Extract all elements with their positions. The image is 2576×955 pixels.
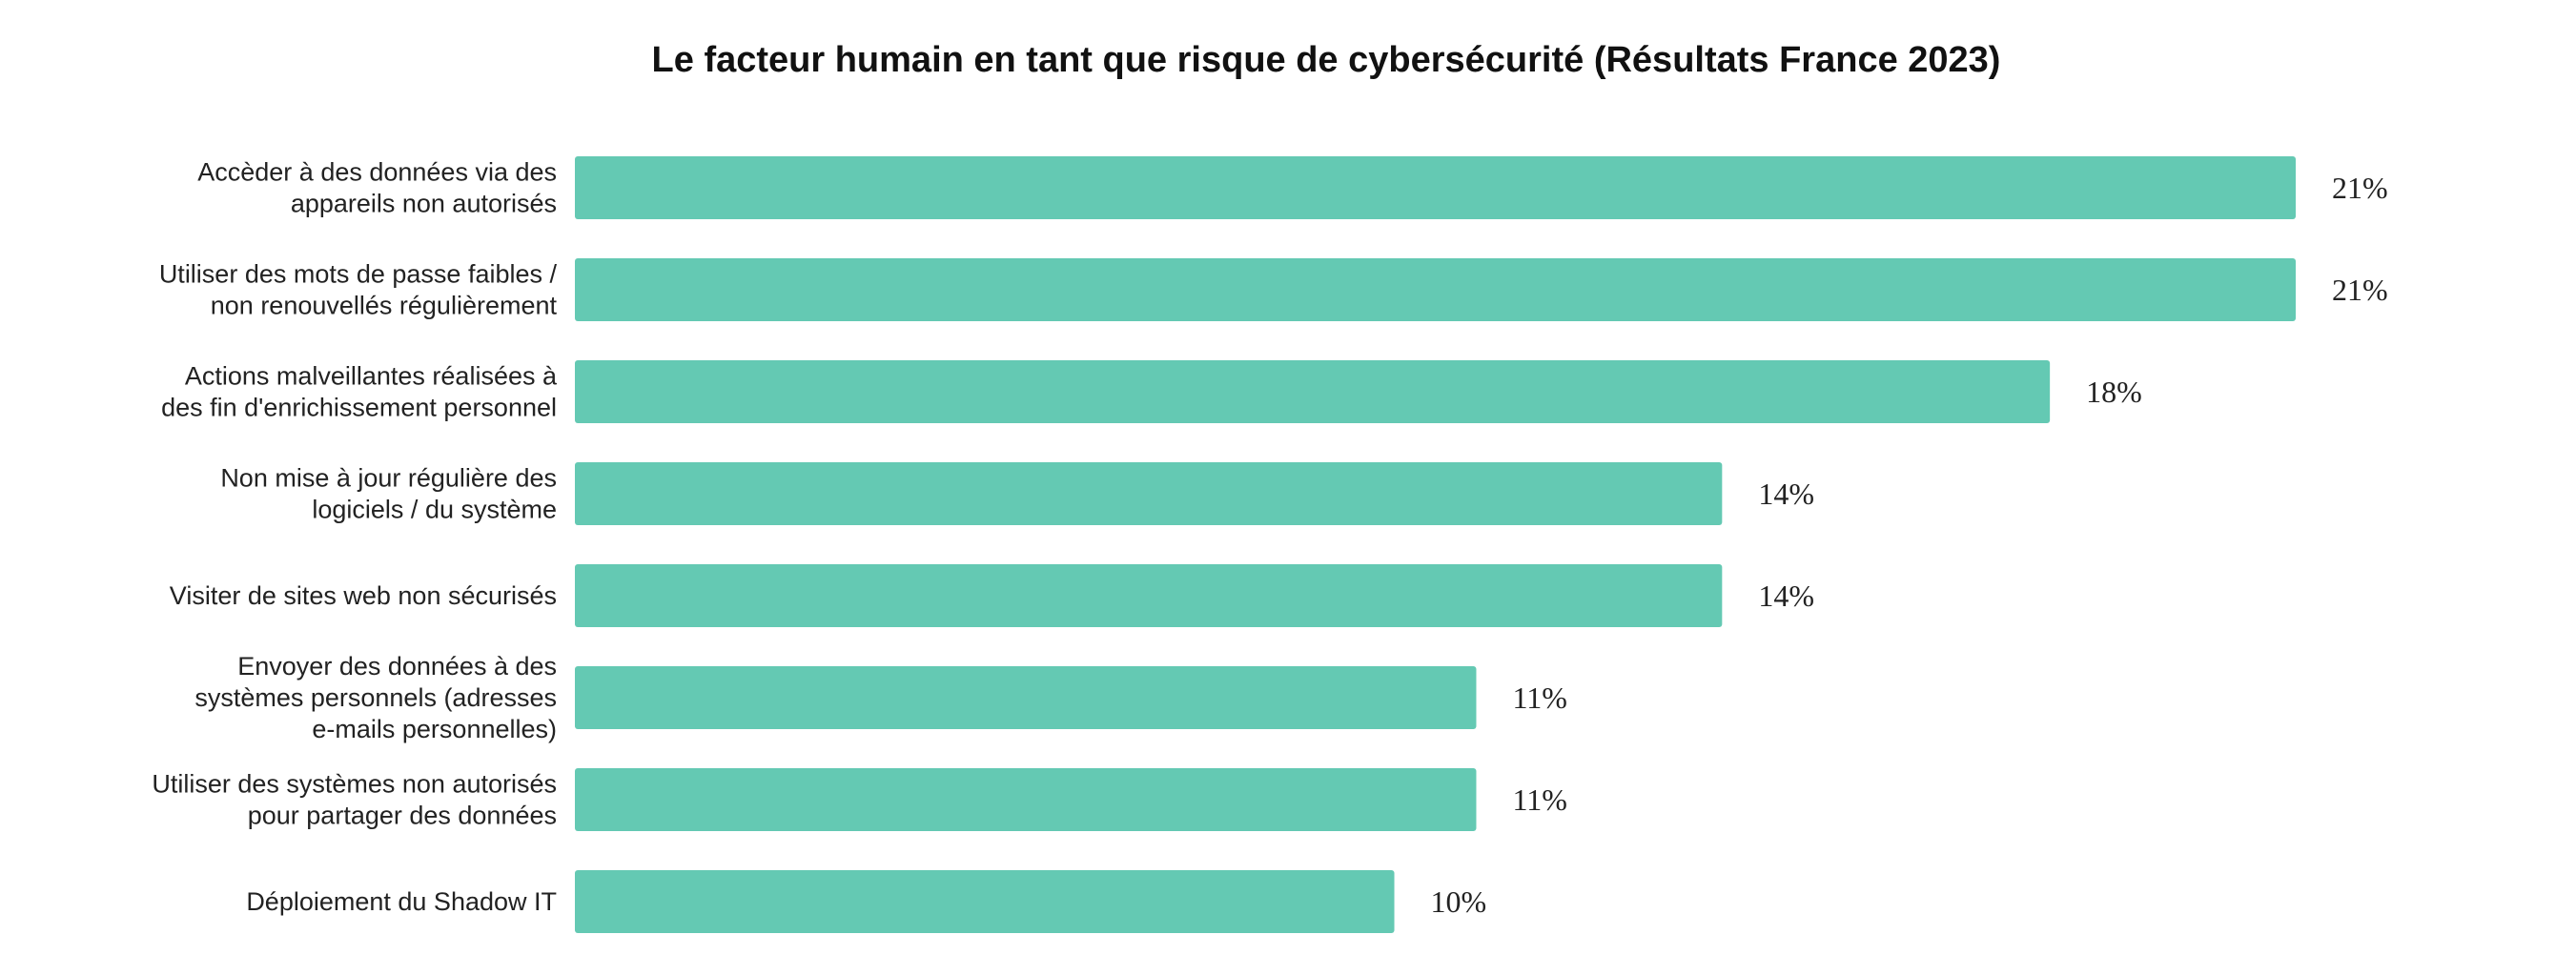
category-label: Actions malveillantes réalisées à des fin… bbox=[161, 362, 558, 422]
value-label: 10% bbox=[1431, 884, 1487, 919]
category-label: Utiliser des mots de passe faibles / non … bbox=[159, 260, 558, 320]
chart-title: Le facteur humain en tant que risque de … bbox=[651, 40, 2001, 80]
bar bbox=[575, 156, 2296, 219]
category-label: Utiliser des systèmes non autorisés pour … bbox=[152, 770, 557, 830]
value-label: 18% bbox=[2086, 375, 2142, 409]
value-label: 21% bbox=[2332, 171, 2388, 205]
category-label: Accèder à des données via des appareils n… bbox=[197, 158, 557, 218]
value-label: 14% bbox=[1758, 579, 1814, 613]
category-label: Visiter de sites web non sécurisés bbox=[170, 581, 557, 610]
bar bbox=[575, 462, 1723, 525]
value-label: 11% bbox=[1512, 782, 1566, 817]
category-label: Envoyer des données à des systèmes person… bbox=[194, 652, 557, 743]
bar bbox=[575, 360, 2051, 423]
bar bbox=[575, 870, 1395, 933]
value-label: 14% bbox=[1758, 477, 1814, 511]
value-label: 11% bbox=[1512, 681, 1566, 715]
bar bbox=[575, 564, 1723, 627]
bar bbox=[575, 666, 1477, 729]
category-label: Déploiement du Shadow IT bbox=[246, 887, 557, 916]
bar bbox=[575, 768, 1477, 831]
category-label: Non mise à jour régulière des logiciels /… bbox=[220, 464, 557, 524]
value-label: 21% bbox=[2332, 273, 2388, 307]
bar bbox=[575, 258, 2296, 321]
